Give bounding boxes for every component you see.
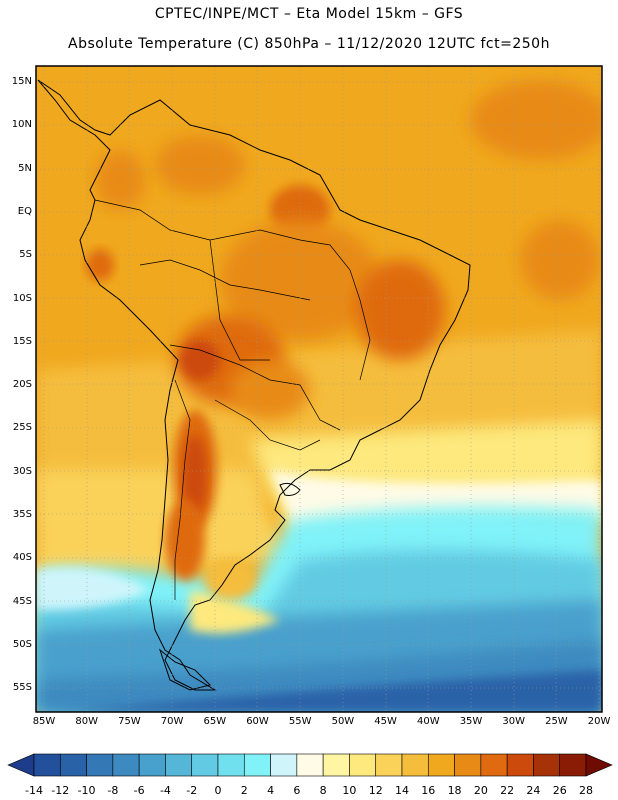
lon-label: 50W bbox=[331, 716, 355, 727]
colorbar-swatch bbox=[112, 753, 140, 777]
lat-label: 15S bbox=[12, 335, 32, 347]
colorbar-tick-label: -4 bbox=[159, 784, 171, 797]
lat-label: 45S bbox=[12, 595, 32, 607]
colorbar-swatch bbox=[506, 753, 534, 777]
colorbar-swatch bbox=[559, 753, 587, 777]
lat-label: 40S bbox=[12, 552, 32, 564]
colorbar-tick-label: 24 bbox=[526, 784, 541, 797]
colorbar-swatch bbox=[270, 753, 298, 777]
colorbar-swatch bbox=[191, 753, 219, 777]
colorbar-swatch bbox=[138, 753, 166, 777]
colorbar-swatch bbox=[217, 753, 245, 777]
lat-label: 35S bbox=[12, 509, 32, 520]
lat-label: 5S bbox=[19, 249, 32, 261]
lat-label: 50S bbox=[12, 638, 32, 650]
lon-label: 60W bbox=[246, 716, 269, 727]
colorbar-tick-label: 26 bbox=[552, 784, 567, 797]
colorbar-swatch bbox=[33, 753, 61, 777]
colorbar-tick-label: 6 bbox=[293, 784, 301, 797]
title-line-1: CPTEC/INPE/MCT – Eta Model 15km – GFS bbox=[154, 6, 464, 22]
colorbar-low-arrow bbox=[7, 753, 35, 777]
colorbar-tick-label: -6 bbox=[133, 784, 145, 797]
colorbar-swatch bbox=[243, 753, 271, 777]
colorbar-swatch bbox=[296, 753, 324, 777]
colorbar-swatch bbox=[59, 753, 87, 777]
title-line-2: Absolute Temperature (C) 850hPa – 11/12/… bbox=[68, 36, 550, 52]
lon-label: 70W bbox=[160, 716, 184, 727]
colorbar-tick-label: 28 bbox=[579, 784, 593, 797]
lon-label: 65W bbox=[203, 716, 227, 727]
colorbar-tick-label: 2 bbox=[240, 784, 248, 797]
colorbar-swatch bbox=[165, 753, 193, 777]
lon-label: 25W bbox=[545, 716, 568, 727]
colorbar-high-arrow bbox=[585, 753, 613, 777]
colorbar-tick-label: 12 bbox=[368, 784, 383, 797]
lat-label: 15N bbox=[11, 76, 32, 87]
colorbar-swatch bbox=[349, 753, 377, 777]
colorbar-tick-label: -14 bbox=[25, 784, 43, 797]
lon-label: 85W bbox=[32, 716, 56, 727]
colorbar bbox=[7, 753, 613, 777]
lon-label: 40W bbox=[416, 716, 440, 727]
lat-label: 55S bbox=[12, 682, 32, 694]
colorbar-tick-label: 10 bbox=[342, 784, 357, 797]
colorbar-tick-label: 0 bbox=[214, 784, 222, 797]
colorbar-tick-label: 22 bbox=[500, 784, 515, 797]
colorbar-swatch bbox=[427, 753, 455, 777]
lon-label: 75W bbox=[118, 716, 141, 727]
lon-label: 35W bbox=[459, 716, 483, 727]
lat-label: 10N bbox=[11, 119, 32, 131]
map-frame bbox=[35, 65, 603, 713]
lat-label: 10S bbox=[12, 292, 32, 304]
lat-label: 25S bbox=[12, 422, 32, 434]
colorbar-tick-label: 14 bbox=[395, 784, 409, 797]
country-borders bbox=[94, 199, 371, 600]
colorbar-tick-label: 20 bbox=[473, 784, 488, 797]
colorbar-tick-label: -8 bbox=[107, 784, 119, 797]
lon-label: 55W bbox=[288, 716, 312, 727]
lon-label: 45W bbox=[374, 716, 397, 727]
lat-label: 20S bbox=[12, 379, 32, 391]
lon-label: 30W bbox=[502, 716, 525, 727]
colorbar-tick-label: -2 bbox=[186, 784, 198, 797]
colorbar-tick-label: -12 bbox=[51, 784, 70, 797]
lat-label: EQ bbox=[17, 205, 32, 217]
colorbar-swatch bbox=[454, 753, 482, 777]
colorbar-swatch bbox=[533, 753, 561, 777]
colorbar-swatch bbox=[322, 753, 350, 777]
colorbar-swatch bbox=[480, 753, 508, 777]
colorbar-swatch bbox=[375, 753, 403, 777]
lat-label: 5N bbox=[18, 162, 32, 174]
colorbar-swatch bbox=[401, 753, 429, 777]
colorbar-tick-label: -10 bbox=[77, 784, 96, 797]
lat-label: 30S bbox=[12, 465, 32, 477]
lon-label: 80W bbox=[75, 716, 98, 727]
colorbar-tick-label: 8 bbox=[319, 784, 327, 797]
colorbar-swatch bbox=[86, 753, 114, 777]
temperature-field bbox=[36, 66, 602, 712]
colorbar-tick-label: 16 bbox=[421, 784, 436, 797]
colorbar-tick-label: 4 bbox=[267, 784, 275, 797]
colorbar-tick-label: 18 bbox=[447, 784, 462, 797]
lon-label: 20W bbox=[587, 716, 611, 727]
